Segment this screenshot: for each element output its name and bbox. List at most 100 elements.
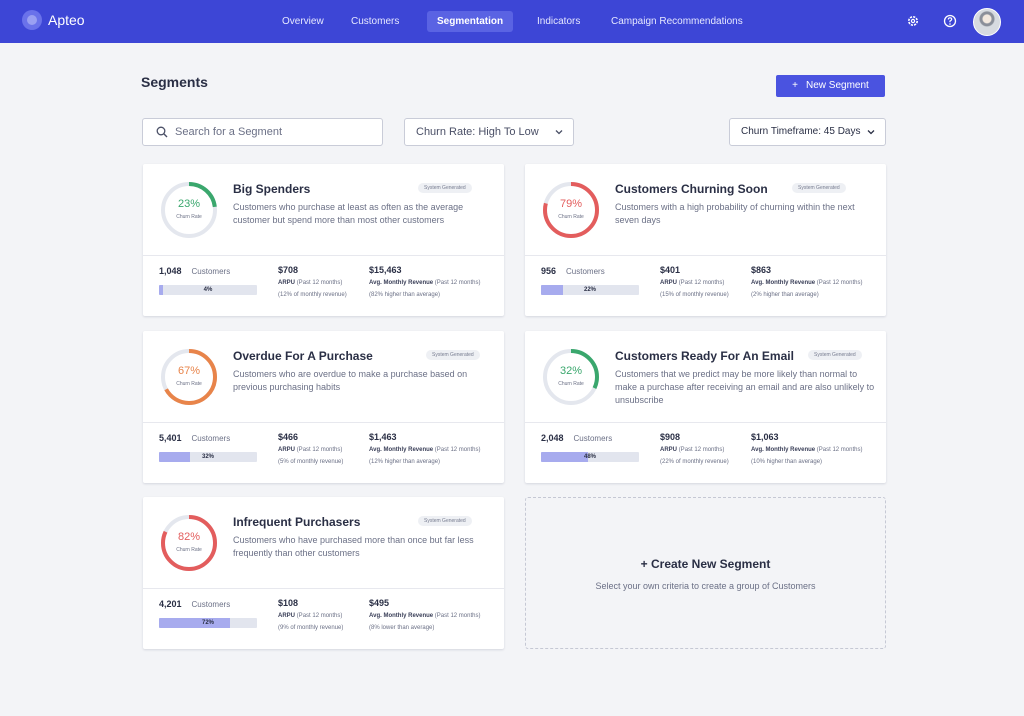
avg-monthly-revenue-note: (10% higher than average) — [751, 459, 823, 465]
arpu-note: (15% of monthly revenue) — [660, 292, 729, 298]
system-generated-badge: System Generated — [792, 183, 846, 193]
segment-title[interactable]: Infrequent Purchasers — [233, 515, 361, 529]
customer-share-bar: 48% — [541, 452, 639, 462]
arpu-value: $108 — [278, 598, 299, 608]
churn-ring — [161, 182, 217, 238]
customer-share-fill — [541, 285, 563, 295]
customer-share-bar: 32% — [159, 452, 257, 462]
churn-ring — [543, 349, 599, 405]
timeframe-dropdown-value: Churn Timeframe: 45 Days — [741, 126, 861, 137]
customer-share-pct: 72% — [201, 620, 214, 626]
search-box — [142, 118, 383, 146]
arpu-label: ARPU (Past 12 months) — [278, 613, 343, 619]
search-input[interactable] — [175, 123, 375, 141]
tab-indicators[interactable]: Indicators — [537, 16, 581, 27]
churn-rate-label: Churn Rate — [176, 214, 202, 220]
customer-count-unit: Customers — [566, 267, 605, 276]
avg-monthly-revenue-label: Avg. Monthly Revenue (Past 12 months) — [369, 447, 481, 453]
customer-share-fill — [159, 452, 190, 462]
segment-title[interactable]: Customers Ready For An Email — [615, 349, 794, 363]
system-generated-badge: System Generated — [418, 516, 472, 526]
customer-count-unit: Customers — [573, 434, 613, 443]
customer-share-bar: 4% — [159, 285, 257, 295]
customer-count: 5,401 Customers — [159, 433, 231, 443]
churn-ring — [543, 182, 599, 238]
card-divider — [525, 255, 886, 256]
app-logo[interactable]: Apteo — [22, 10, 85, 30]
churn-rate-value: 67% — [177, 365, 201, 377]
card-divider — [525, 422, 886, 423]
gear-icon[interactable] — [906, 14, 920, 28]
customer-share-fill — [159, 618, 230, 628]
customer-count: 4,201 Customers — [159, 599, 231, 609]
arpu-label: ARPU (Past 12 months) — [660, 280, 725, 286]
card-divider — [143, 255, 504, 256]
customer-share-pct: 48% — [583, 454, 596, 460]
timeframe-dropdown[interactable]: Churn Timeframe: 45 Days — [729, 118, 886, 146]
avg-monthly-revenue-label: Avg. Monthly Revenue (Past 12 months) — [369, 613, 481, 619]
segment-card[interactable]: 23% Churn Rate Big Spenders System Gener… — [143, 164, 504, 316]
avg-monthly-revenue-note: (82% higher than average) — [369, 292, 441, 298]
churn-rate-value: 23% — [177, 198, 201, 210]
churn-rate-label: Churn Rate — [558, 214, 584, 220]
tab-segmentation[interactable]: Segmentation — [427, 11, 514, 32]
customer-share-pct: 22% — [583, 287, 596, 293]
tab-campaign-recommendations[interactable]: Campaign Recommendations — [611, 16, 743, 27]
arpu-value: $401 — [660, 265, 681, 275]
tab-overview[interactable]: Overview — [282, 16, 324, 27]
page-title: Segments — [141, 74, 208, 90]
customer-count-unit: Customers — [191, 267, 231, 276]
customer-share-pct: 4% — [203, 287, 213, 293]
avg-monthly-revenue-value: $1,063 — [751, 432, 779, 442]
customer-count-unit: Customers — [191, 434, 231, 443]
customer-count-unit: Customers — [191, 600, 231, 609]
segment-card[interactable]: 79% Churn Rate Customers Churning Soon S… — [525, 164, 886, 316]
avg-monthly-revenue-value: $495 — [369, 598, 390, 608]
search-icon — [156, 126, 168, 138]
segment-description: Customers with a high probability of chu… — [615, 202, 855, 225]
new-segment-button[interactable]: + New Segment — [776, 75, 885, 97]
arpu-value: $708 — [278, 265, 299, 275]
create-segment-tile[interactable]: + Create New Segment Select your own cri… — [525, 497, 886, 649]
customer-share-fill — [159, 285, 163, 295]
avatar[interactable] — [973, 8, 1001, 36]
churn-rate-value: 82% — [177, 531, 201, 543]
customer-count: 956 Customers — [541, 266, 605, 276]
arpu-note: (9% of monthly revenue) — [278, 625, 344, 631]
segment-description: Customers who purchase at least as often… — [233, 202, 464, 225]
segment-title[interactable]: Overdue For A Purchase — [233, 349, 373, 363]
segment-card[interactable]: 32% Churn Rate Customers Ready For An Em… — [525, 331, 886, 483]
app-name: Apteo — [48, 12, 85, 28]
help-icon[interactable] — [943, 14, 957, 28]
arpu-label: ARPU (Past 12 months) — [278, 280, 343, 286]
avg-monthly-revenue-label: Avg. Monthly Revenue (Past 12 months) — [369, 280, 481, 286]
top-nav-bar: Apteo Overview Customers Segmentation In… — [0, 0, 1024, 43]
churn-rate-label: Churn Rate — [558, 381, 584, 387]
customer-share-bar: 72% — [159, 618, 257, 628]
chevron-down-icon — [867, 130, 875, 135]
sort-dropdown[interactable]: Churn Rate: High To Low — [404, 118, 574, 146]
customer-share-fill — [541, 452, 588, 462]
avg-monthly-revenue-value: $863 — [751, 265, 772, 275]
tab-customers[interactable]: Customers — [351, 16, 400, 27]
arpu-note: (22% of monthly revenue) — [660, 459, 729, 465]
avg-monthly-revenue-value: $1,463 — [369, 432, 397, 442]
arpu-note: (5% of monthly revenue) — [278, 459, 344, 465]
churn-ring — [161, 515, 217, 571]
segment-title[interactable]: Big Spenders — [233, 182, 311, 196]
create-segment-title: + Create New Segment — [640, 557, 771, 571]
system-generated-badge: System Generated — [426, 350, 480, 360]
arpu-label: ARPU (Past 12 months) — [660, 447, 725, 453]
arpu-value: $466 — [278, 432, 299, 442]
avg-monthly-revenue-label: Avg. Monthly Revenue (Past 12 months) — [751, 280, 863, 286]
segment-card[interactable]: 82% Churn Rate Infrequent Purchasers Sys… — [143, 497, 504, 649]
churn-rate-value: 79% — [559, 198, 583, 210]
segment-card[interactable]: 67% Churn Rate Overdue For A Purchase Sy… — [143, 331, 504, 483]
avg-monthly-revenue-value: $15,463 — [369, 265, 402, 275]
segment-title[interactable]: Customers Churning Soon — [615, 182, 768, 196]
arpu-label: ARPU (Past 12 months) — [278, 447, 343, 453]
card-divider — [143, 588, 504, 589]
plus-icon: + — [792, 80, 799, 91]
main-nav: Overview Customers Segmentation Indicato… — [0, 0, 1024, 43]
create-segment-subtitle: Select your own criteria to create a gro… — [595, 581, 816, 591]
